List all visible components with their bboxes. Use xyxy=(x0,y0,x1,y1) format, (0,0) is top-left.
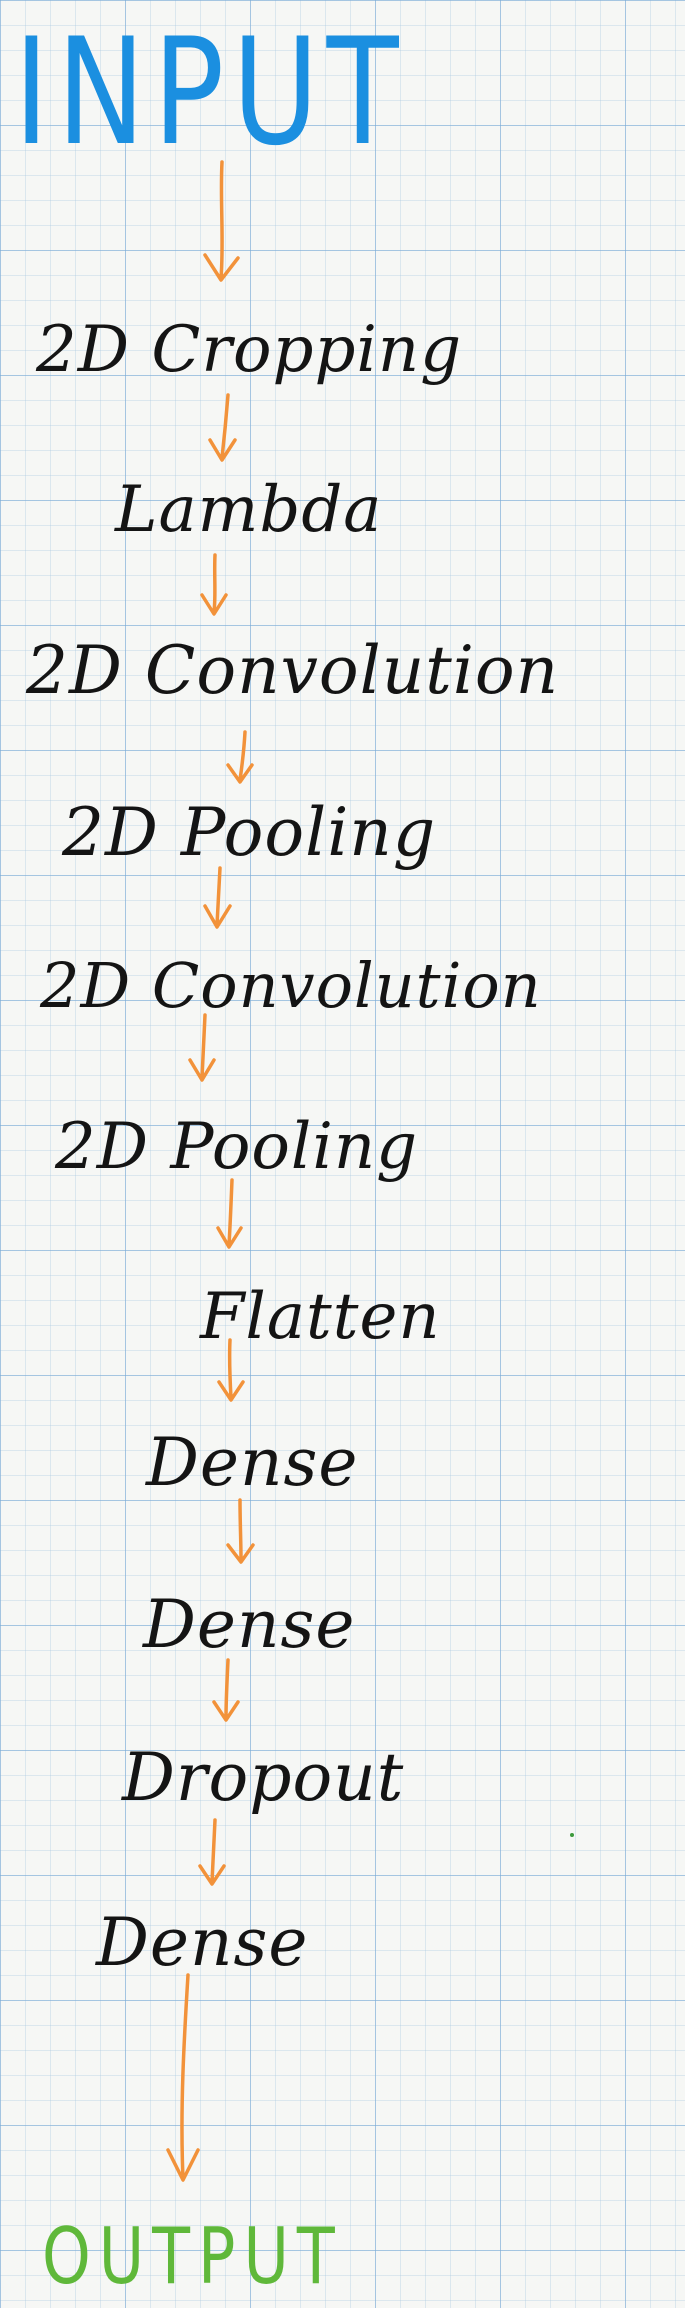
arrow-down-icon xyxy=(208,393,237,462)
stray-dot xyxy=(570,1833,574,1837)
layer-lambda: Lambda xyxy=(115,473,383,547)
arrow-down-icon xyxy=(200,553,228,616)
layer-2d-pooling: 2D Pooling xyxy=(55,1110,419,1184)
arrow-down-icon xyxy=(203,866,232,929)
layer-dense: Dense xyxy=(146,1424,359,1501)
arrow-down-icon xyxy=(226,730,254,784)
layer-2d-pooling: 2D Pooling xyxy=(62,794,437,871)
input-label: INPUT xyxy=(14,5,407,178)
layer-dense: Dense xyxy=(96,1904,309,1981)
layer-2d-cropping: 2D Cropping xyxy=(36,313,463,387)
layer-2d-convolution: 2D Convolution xyxy=(26,632,560,709)
arrow-down-icon xyxy=(198,1818,226,1886)
arrow-down-icon xyxy=(203,160,240,282)
layer-dropout: Dropout xyxy=(122,1739,405,1816)
output-label: OUTPUT xyxy=(42,2210,343,2302)
arrow-down-icon xyxy=(217,1338,245,1402)
layer-flatten: Flatten xyxy=(200,1280,441,1354)
arrow-down-icon xyxy=(226,1498,255,1564)
arrow-down-icon xyxy=(188,1013,216,1082)
arrow-down-icon xyxy=(212,1658,240,1722)
arrow-down-icon xyxy=(166,1973,200,2182)
layer-dense: Dense xyxy=(143,1586,356,1663)
arrow-down-icon xyxy=(216,1178,243,1249)
layer-2d-convolution: 2D Convolution xyxy=(40,949,542,1022)
